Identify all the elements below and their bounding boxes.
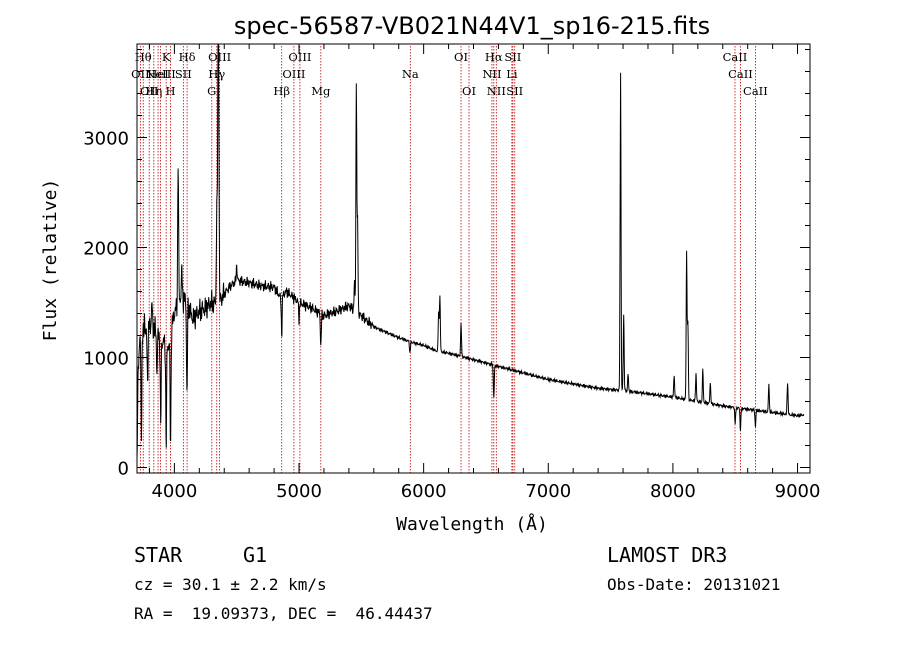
line-label-15: OIII	[288, 50, 311, 64]
y-tick-label-3: 3000	[83, 129, 129, 150]
line-label-4: HeI	[147, 67, 168, 81]
line-label-21: Hα	[485, 50, 503, 64]
line-label-9: Hδ	[179, 50, 196, 64]
y-tick-label-2: 2000	[83, 239, 129, 260]
line-label-12: OIII	[208, 50, 231, 64]
x-tick-label-5: 9000	[775, 481, 821, 502]
y-axis-label: Flux (relative)	[40, 179, 61, 342]
x-tick-label-4: 8000	[650, 481, 696, 502]
object-subclass: G1	[243, 543, 267, 567]
redshift-velocity: cz = 30.1 ± 2.2 km/s	[134, 575, 327, 594]
line-label-23: Li	[506, 67, 518, 81]
x-tick-label-0: 4000	[151, 481, 197, 502]
plot-frame	[136, 43, 811, 474]
line-label-3: Hη	[145, 84, 162, 98]
x-tick-label-3: 7000	[525, 481, 571, 502]
coordinates: RA = 19.09373, DEC = 46.44437	[134, 604, 433, 623]
line-label-1: Hθ	[135, 50, 152, 64]
line-label-25: SII	[506, 84, 523, 98]
line-label-13: Hβ	[273, 84, 290, 98]
line-label-18: OI	[454, 50, 468, 64]
line-label-2: OII	[140, 84, 159, 98]
spectral-line-labels: OIIHθOIIHηHeINeIIIKHSIIHδGHγOIIIHβOIIIOI…	[131, 50, 768, 98]
y-tick-label-1: 1000	[83, 349, 129, 370]
line-label-26: CaII	[723, 50, 748, 64]
line-label-28: CaII	[743, 84, 768, 98]
observation-date: Obs-Date: 20131021	[607, 575, 780, 594]
line-label-6: K	[162, 50, 171, 64]
line-label-20: NII	[482, 67, 501, 81]
line-label-10: G	[207, 84, 216, 98]
x-tick-label-1: 5000	[276, 481, 322, 502]
spectral-line-markers	[139, 46, 756, 473]
line-label-5: NeIII	[145, 67, 176, 81]
x-axis-label: Wavelength (Å)	[396, 513, 548, 535]
line-label-8: SII	[175, 67, 192, 81]
survey-name: LAMOST DR3	[607, 543, 727, 567]
object-class: STAR	[134, 543, 183, 567]
line-label-11: Hγ	[208, 67, 225, 81]
line-label-14: OIII	[282, 67, 305, 81]
y-axis-ticks: 0 1000 2000 3000	[83, 49, 810, 480]
line-label-19: OI	[462, 84, 476, 98]
y-tick-label-0: 0	[118, 459, 129, 480]
spectrum-series-line	[136, 43, 805, 460]
line-label-24: SII	[504, 50, 521, 64]
line-label-16: Mg	[311, 84, 331, 98]
line-label-27: CaII	[728, 67, 753, 81]
chart-title: spec-56587-VB021N44V1_sp16-215.fits	[234, 12, 710, 40]
x-axis-ticks: 4000 5000 6000 7000 8000 9000	[148, 44, 821, 502]
line-label-17: Na	[402, 67, 419, 81]
line-label-0: OII	[131, 67, 150, 81]
line-label-22: NII	[487, 84, 506, 98]
line-label-7: H	[166, 84, 176, 98]
x-tick-label-2: 6000	[401, 481, 447, 502]
